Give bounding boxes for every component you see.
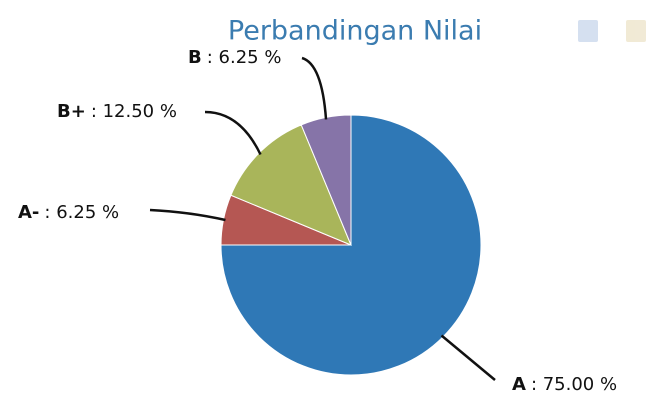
slice-label: A-: 6.25 % [18,202,119,223]
slice-category: A- [18,202,39,223]
print-icon[interactable] [578,20,598,42]
leader-line [149,208,226,222]
slice-category: B+ [57,101,86,122]
slice-value: : 75.00 % [531,374,617,395]
slice-category: A [512,374,526,395]
slice-value: : 12.50 % [91,101,177,122]
chart-title: Perbandingan Nilai [228,16,482,47]
leader-line [440,334,496,381]
slice-label: A: 75.00 % [512,374,617,395]
download-icon[interactable] [626,20,646,42]
slice-label: B: 6.25 % [188,47,281,68]
slice-value: : 6.25 % [207,47,282,68]
leader-line [301,56,328,120]
slice-category: B [188,47,202,68]
leader-line [204,110,262,156]
slice-label: B+: 12.50 % [57,101,177,122]
slice-value: : 6.25 % [44,202,119,223]
toolbar-icons[interactable] [578,20,646,42]
